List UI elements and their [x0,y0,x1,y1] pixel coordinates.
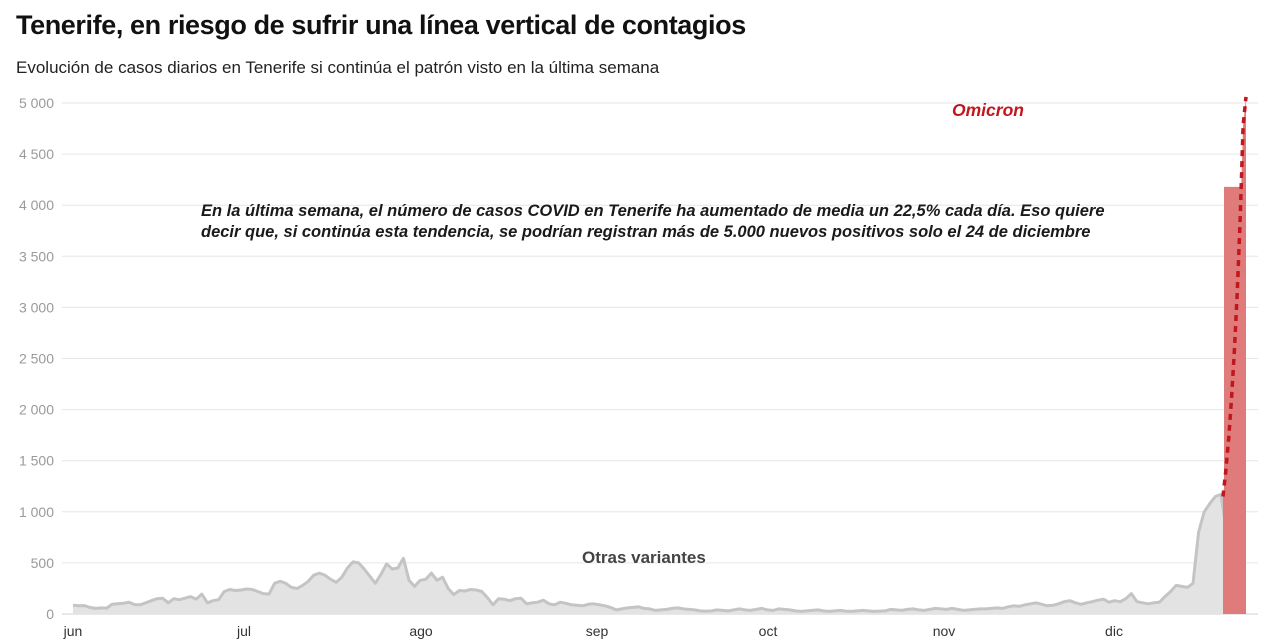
y-axis-ticks: 0 500 1 000 1 500 2 000 2 500 3 000 3 500 4 000 4… [19,95,54,622]
y-tick-label: 1 000 [19,504,54,520]
y-tick-label: 0 [46,606,54,622]
gridlines [62,102,1258,615]
x-tick-label: jun [63,623,83,639]
series-omicron [1221,96,1248,615]
x-tick-label: nov [933,623,956,639]
annotation-omicron: Omicron [952,100,1024,120]
chart-title: Tenerife, en riesgo de sufrir una línea … [16,10,746,40]
observed-area [73,494,1227,614]
observed-line [72,492,1229,613]
y-tick-label: 1 500 [19,453,54,469]
y-tick-label: 4 000 [19,197,54,213]
x-tick-label: oct [759,623,778,639]
x-tick-label: jul [236,623,251,639]
series-otras-variantes [72,492,1229,614]
projection-line [1221,96,1248,497]
annotation-main-line1: En la última semana, el número de casos … [201,202,1105,220]
y-tick-label: 3 000 [19,299,54,315]
y-tick-label: 2 000 [19,402,54,418]
y-tick-label: 500 [31,555,55,571]
y-tick-label: 2 500 [19,351,54,367]
chart-subtitle: Evolución de casos diarios en Tenerife s… [16,58,660,77]
annotation-main-line2: decir que, si continúa esta tendencia, s… [201,223,1090,241]
y-tick-label: 4 500 [19,146,54,162]
x-tick-label: dic [1105,623,1123,639]
y-tick-label: 5 000 [19,95,54,111]
x-tick-label: ago [409,623,433,639]
y-tick-label: 3 500 [19,248,54,264]
x-axis-ticks: jun jul ago sep oct nov dic [63,623,1123,639]
projection-column [1224,186,1246,615]
x-tick-label: sep [586,623,609,639]
annotation-otras-variantes: Otras variantes [582,548,706,567]
